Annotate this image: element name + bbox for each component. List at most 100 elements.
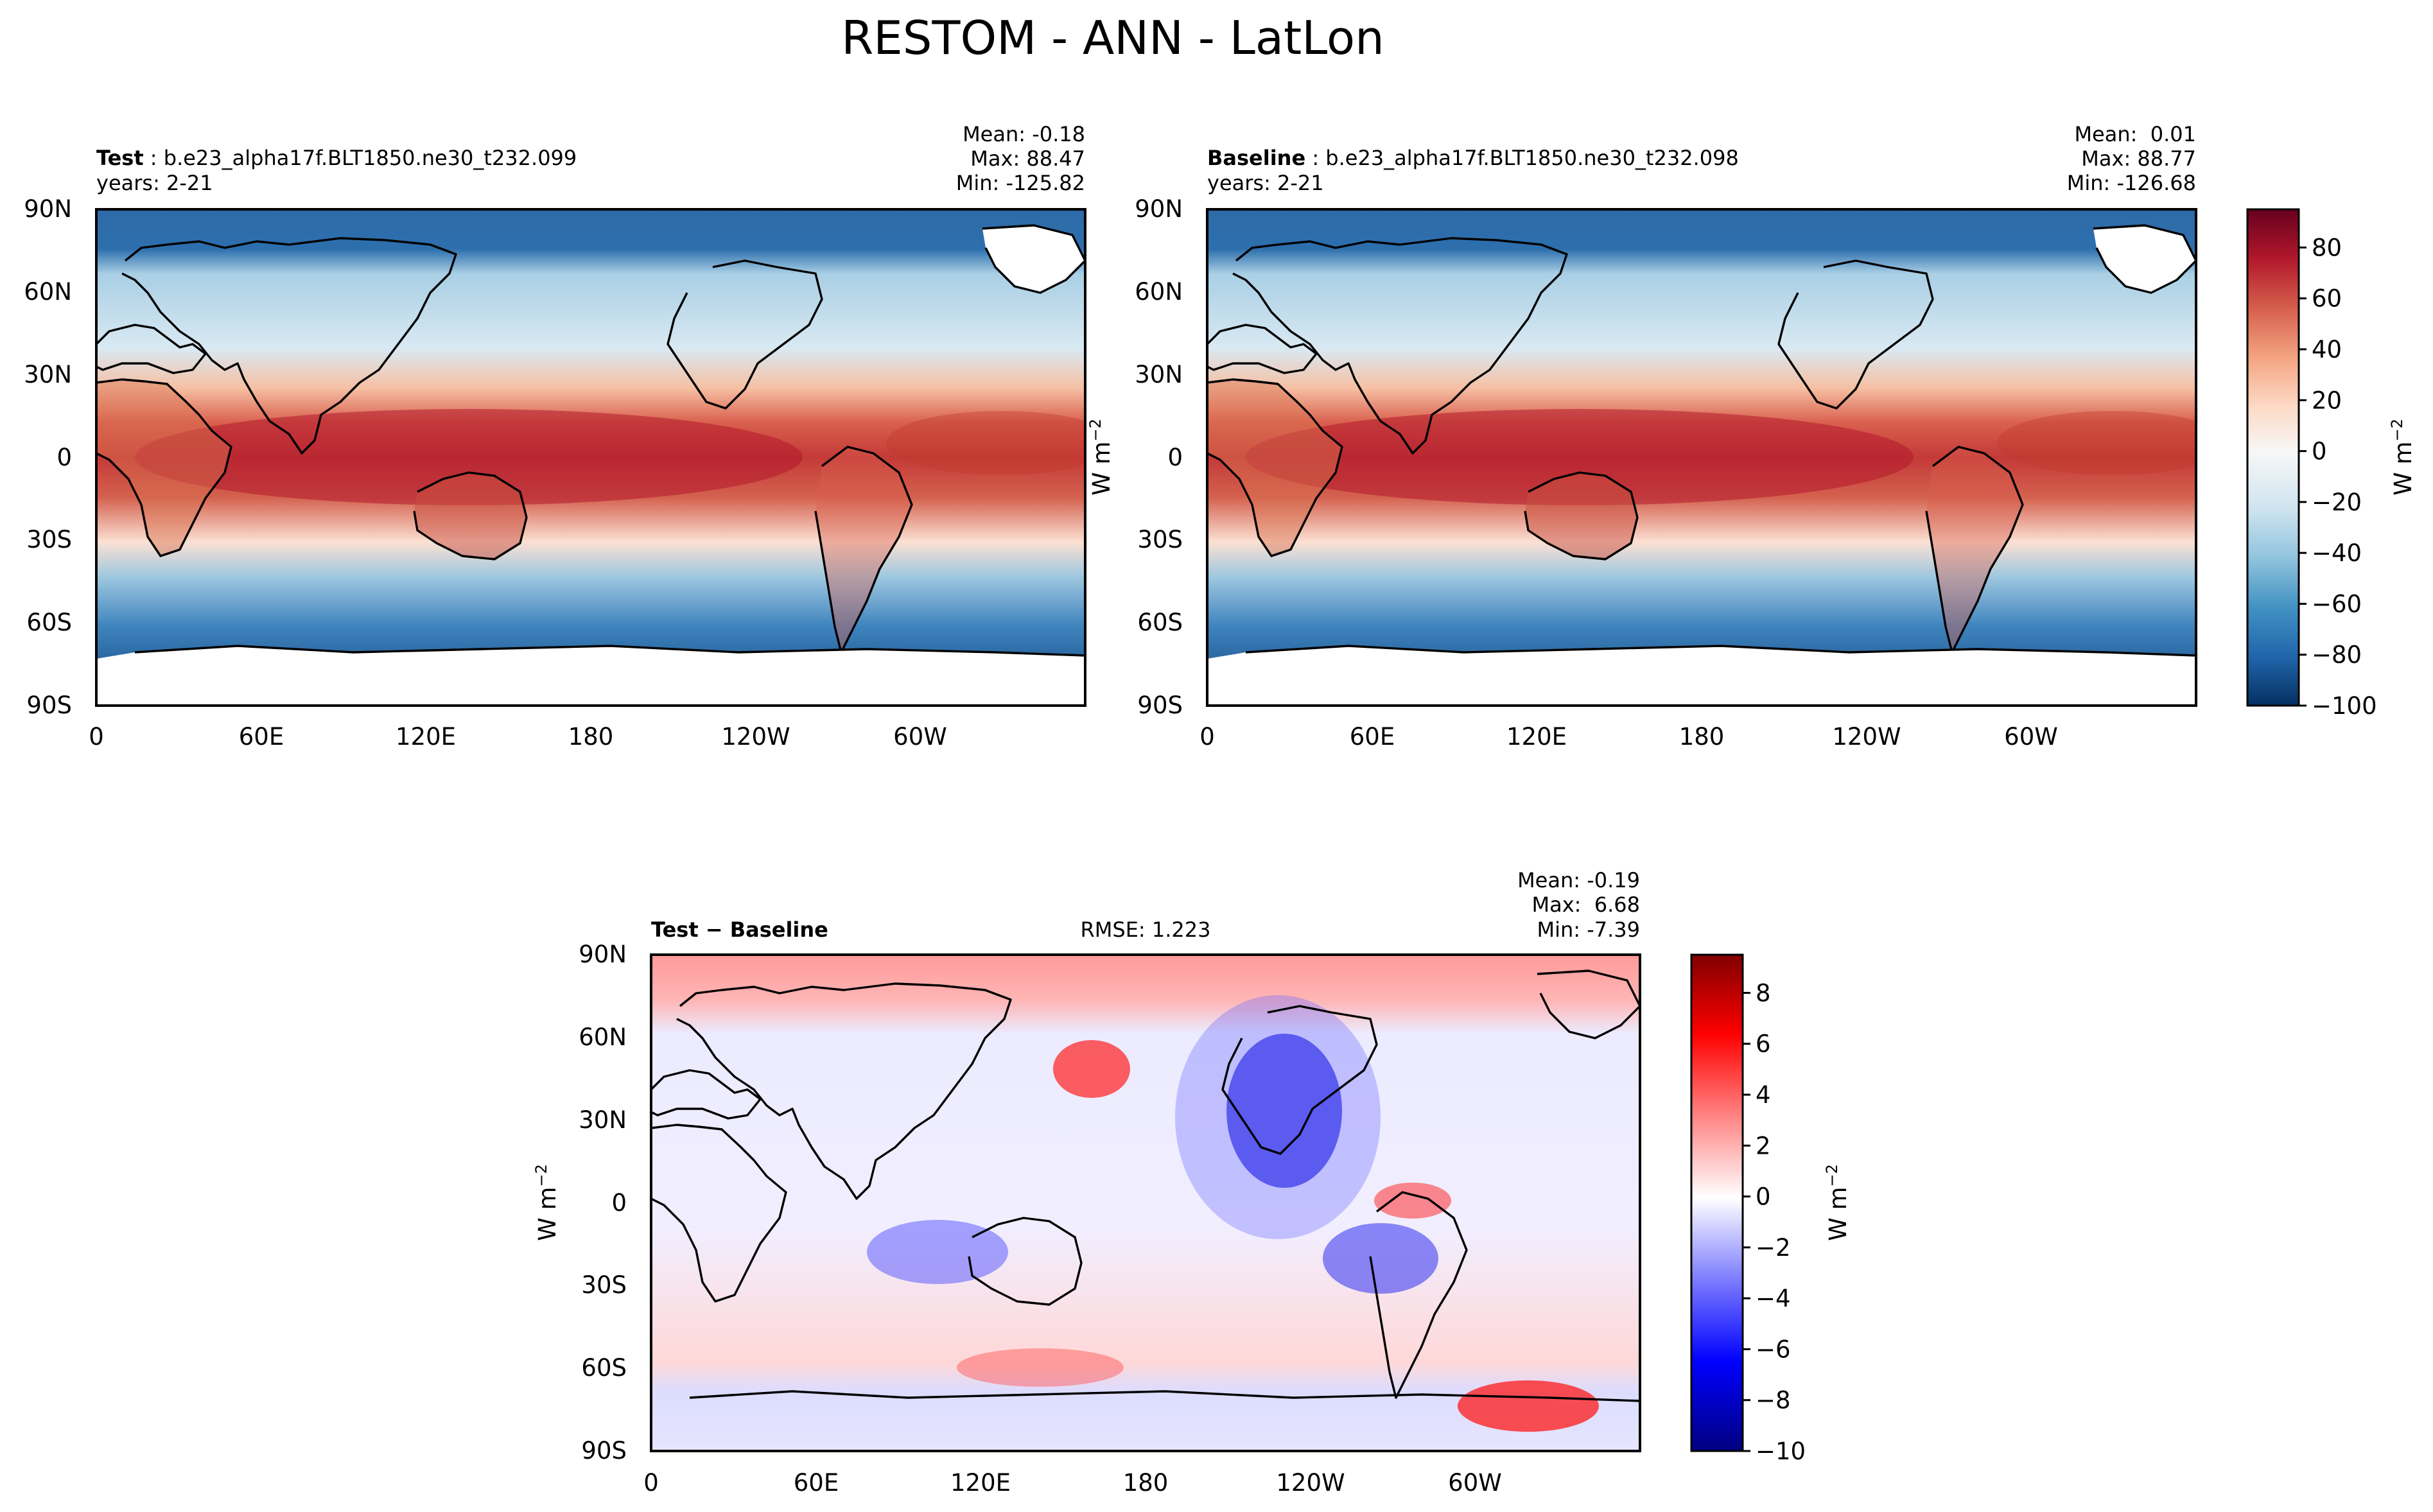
baseline-ytick-60N: 60N <box>1135 278 1183 306</box>
baseline-xtick-180: 180 <box>1679 723 1725 751</box>
baseline-warm-pool <box>1246 409 1914 505</box>
main-colorbar-tick-label: 40 <box>2312 336 2342 363</box>
diff-field <box>651 955 1640 1451</box>
test-xtick-60W: 60W <box>893 723 947 751</box>
test-ytick-60S: 60S <box>26 609 72 636</box>
diff-colorbar-bar <box>1690 953 1744 1452</box>
diff-ytick-90N: 90N <box>579 941 627 968</box>
baseline-min: Min: -126.68 <box>2067 171 2196 195</box>
baseline-ytick-30S: 30S <box>1137 526 1183 553</box>
baseline-max: Max: 88.77 <box>2081 146 2196 171</box>
baseline-ytick-30N: 30N <box>1135 361 1183 388</box>
diff-colorbar-tick-label: 4 <box>1756 1081 1771 1109</box>
diff-colorbar-tick-label: −4 <box>1756 1285 1791 1312</box>
baseline-landmasses <box>1207 224 2196 706</box>
main-colorbar-tick-label: −80 <box>2312 641 2362 669</box>
diff-landmasses <box>651 969 1640 1402</box>
diff-min: Min: -7.39 <box>1537 917 1640 942</box>
test-xticks: 0 60E 120E 180 120W 60W <box>89 723 947 751</box>
test-landmasses <box>96 224 1085 706</box>
main-colorbar-bar <box>2246 208 2300 707</box>
baseline-frame <box>1206 208 2197 707</box>
baseline-xtick-120W: 120W <box>1832 723 1901 751</box>
test-ytick-90S: 90S <box>26 691 72 719</box>
diff-colorbar: 8 6 4 2 0 −2 −4 −6 −8 −10 W m−2 <box>1690 953 1852 1465</box>
test-xtick-180: 180 <box>568 723 614 751</box>
diff-southern-high-2 <box>957 1348 1124 1387</box>
figure-title: RESTOM - ANN - LatLon <box>841 11 1384 65</box>
diff-ytick-30N: 30N <box>579 1106 627 1134</box>
main-colorbar-tick-label: 60 <box>2312 285 2342 313</box>
diff-colorbar-tick-label: −6 <box>1756 1335 1791 1363</box>
baseline-ytick-60S: 60S <box>1137 609 1183 636</box>
test-warm-atlantic <box>886 411 1085 475</box>
test-ytick-0: 0 <box>57 444 72 471</box>
baseline-ytick-0: 0 <box>1167 444 1183 471</box>
baseline-ytick-90S: 90S <box>1137 691 1183 719</box>
diff-southern-high <box>1458 1380 1599 1432</box>
baseline-label: Baseline : b.e23_alpha17f.BLT1850.ne30_t… <box>1207 146 1739 170</box>
diff-colorbar-tick-label: −10 <box>1756 1438 1806 1465</box>
diff-ytick-60S: 60S <box>581 1354 627 1382</box>
main-colorbar-tick-label: −40 <box>2312 539 2362 567</box>
baseline-xtick-60W: 60W <box>2004 723 2058 751</box>
test-label-bold: Test <box>96 146 144 170</box>
baseline-xtick-120E: 120E <box>1506 723 1567 751</box>
diff-colorbar-tick-label: 2 <box>1756 1132 1771 1160</box>
diff-colorbar-tick-label: −8 <box>1756 1387 1791 1414</box>
test-frame <box>95 208 1086 707</box>
test-max: Max: 88.47 <box>970 146 1085 171</box>
main-colorbar: 80 60 40 20 0 −20 −40 −60 −80 −100 W m−2 <box>2246 208 2417 720</box>
diff-kuroshio-high <box>1053 1040 1130 1098</box>
test-xtick-0: 0 <box>89 723 104 751</box>
main-colorbar-tick-label: 0 <box>2312 438 2327 465</box>
diff-north-pacific-low <box>1226 1034 1342 1188</box>
diff-ytick-60N: 60N <box>579 1023 627 1051</box>
diff-panel: Test − Baseline RMSE: 1.223 Mean: -0.19 … <box>532 868 1852 1497</box>
diff-mean: Mean: -0.19 <box>1517 868 1640 892</box>
diff-colorbar-tick-label: 0 <box>1756 1183 1771 1211</box>
test-panel: Test : b.e23_alpha17f.BLT1850.ne30_t232.… <box>24 122 1115 751</box>
main-colorbar-tick-label: −100 <box>2312 692 2377 720</box>
main-colorbar-tick-label: 20 <box>2312 387 2342 414</box>
baseline-warm-atlantic <box>1997 411 2196 475</box>
baseline-label-bold: Baseline <box>1207 146 1305 170</box>
diff-ytick-90S: 90S <box>581 1437 627 1464</box>
diff-colorbar-ticks: 8 6 4 2 0 −2 −4 −6 −8 −10 <box>1743 979 1806 1465</box>
diff-frame <box>650 953 1641 1452</box>
diff-ylabel: W m−2 <box>532 1164 561 1241</box>
diff-equatorial-high <box>1374 1183 1451 1219</box>
test-warm-pool <box>135 409 803 505</box>
diff-label: Test − Baseline <box>651 917 828 942</box>
diff-xtick-60E: 60E <box>794 1469 839 1497</box>
diff-xtick-60W: 60W <box>1448 1469 1502 1497</box>
main-colorbar-label: W m−2 <box>2388 419 2417 496</box>
baseline-xtick-60E: 60E <box>1350 723 1395 751</box>
test-ytick-30S: 30S <box>26 526 72 553</box>
diff-tropical-pacific-low <box>1323 1223 1438 1294</box>
main-colorbar-tick-label: 80 <box>2312 234 2342 261</box>
test-ylabel: W m−2 <box>1086 419 1115 496</box>
diff-xtick-120E: 120E <box>950 1469 1011 1497</box>
baseline-xtick-0: 0 <box>1199 723 1215 751</box>
test-yticks: 90N 60N 30N 0 30S 60S 90S <box>24 195 72 719</box>
test-ytick-60N: 60N <box>24 278 72 306</box>
baseline-yticks: 90N 60N 30N 0 30S 60S 90S <box>1135 195 1183 719</box>
diff-yticks: 90N 60N 30N 0 30S 60S 90S <box>579 941 627 1464</box>
main-colorbar-ticks: 80 60 40 20 0 −20 −40 −60 −80 −100 <box>2299 234 2377 720</box>
diff-colorbar-tick-label: 8 <box>1756 979 1771 1007</box>
baseline-panel: Baseline : b.e23_alpha17f.BLT1850.ne30_t… <box>1135 122 2417 751</box>
baseline-mean: Mean: 0.01 <box>2074 122 2196 146</box>
baseline-label-case: b.e23_alpha17f.BLT1850.ne30_t232.098 <box>1325 146 1739 170</box>
test-xtick-60E: 60E <box>239 723 284 751</box>
diff-colorbar-tick-label: 6 <box>1756 1030 1771 1058</box>
test-ytick-30N: 30N <box>24 361 72 388</box>
test-label: Test : b.e23_alpha17f.BLT1850.ne30_t232.… <box>96 146 577 170</box>
diff-rmse: RMSE: 1.223 <box>1081 917 1211 942</box>
diff-xtick-180: 180 <box>1123 1469 1169 1497</box>
diff-max: Max: 6.68 <box>1531 892 1640 917</box>
diff-north-pacific-low-halo <box>1175 995 1381 1239</box>
test-xtick-120E: 120E <box>396 723 456 751</box>
test-xtick-120W: 120W <box>721 723 790 751</box>
